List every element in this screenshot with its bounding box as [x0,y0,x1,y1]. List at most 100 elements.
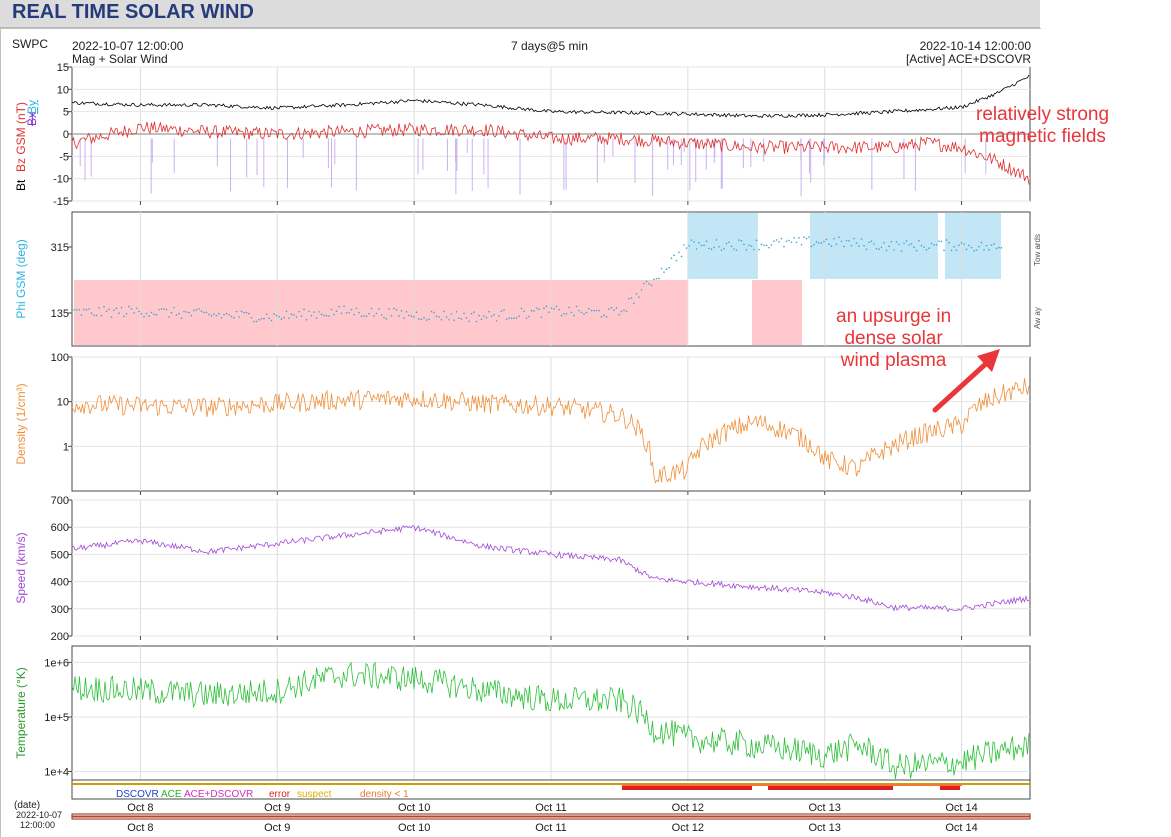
legend-ace: ACE [161,789,182,800]
phi-point [710,248,713,251]
phi-point [760,243,763,246]
legend-dscovr: DSCOVR [116,789,159,800]
phi-point [513,317,515,320]
phi-point [128,305,130,308]
phi-point [388,308,390,310]
phi-point [655,277,658,280]
phi-point [965,248,968,251]
legend-combined: ACE+DSCOVR [184,789,253,800]
phi-point [133,312,135,314]
phi-point [538,308,540,310]
phi-point [110,316,113,318]
phi-point [895,241,898,243]
annotation-arrow-shaft [932,357,993,413]
phi-point [930,242,933,245]
phi-point [690,239,693,241]
phi-away-sector-2 [810,213,938,279]
phi-point [195,308,198,311]
legend-error: error [269,789,291,800]
phi-point [933,244,935,246]
phi-point [365,315,368,318]
phi-point [598,309,600,312]
density-series-line [71,378,1030,484]
subtitle-label: Mag + Solar Wind [72,52,168,66]
phi-point [748,244,750,247]
phi-point [263,317,265,320]
annotation-plasma-line2: dense solar [844,328,943,349]
phi-point [673,254,675,257]
phi-point [783,245,785,248]
phi-point [823,240,825,243]
phi-point [258,318,260,321]
page-banner: REAL TIME SOLAR WIND [0,0,1040,28]
end-time-label: 2022-10-14 12:00:00 [919,39,1031,53]
phi-point [490,315,493,318]
phi-point [413,316,415,318]
phi-point [293,314,295,316]
phi-point [643,282,645,285]
phi-point [733,248,735,250]
phi-point [910,243,913,245]
phi-point [478,314,480,317]
phi-point [523,310,525,312]
phi-point [275,314,278,317]
xaxis-label-upper-0: Oct 8 [127,802,153,814]
phi-away-label: Aw ay [1033,307,1042,329]
phi-point [318,311,320,313]
phi-point [778,241,780,243]
phi-point [875,247,878,250]
phi-point [703,244,705,247]
phi-point [178,312,180,315]
phi-point [668,266,670,269]
mag-ylabel-bt: Bt [14,179,28,191]
phi-point [283,316,285,319]
phi-point [218,312,220,315]
panel-1-ytick-label-1: 10 [57,84,69,96]
phi-point [378,307,380,310]
phi-point [510,317,513,320]
phi-point [183,310,185,313]
phi-point [718,245,720,248]
mag-ylabel-bx: Bx [25,112,39,126]
phi-point [440,318,443,321]
phi-point [985,244,988,247]
phi-point [205,311,208,314]
phi-point [198,308,200,310]
phi-point [385,318,388,320]
phi-point [253,320,255,323]
phi-toward-sector-2 [752,280,802,345]
phi-point [560,314,563,317]
phi-point [898,243,900,246]
phi-point [920,244,923,247]
phi-point [888,245,890,248]
phi-point [633,302,635,305]
phi-point [193,309,195,312]
phi-point [373,315,375,317]
phi-point [838,236,840,239]
phi-point [370,307,373,310]
phi-point [990,244,993,246]
phi-point [323,314,325,317]
phi-point [900,250,903,252]
phi-point [170,311,173,314]
phi-point [578,309,580,312]
phi-point [313,311,315,313]
phi-point [435,315,438,318]
phi-point [713,246,715,249]
phi-point [543,307,545,309]
phi-point [488,310,490,313]
phi-point [640,289,643,291]
timeline-start-time: 12:00:00 [20,820,55,830]
spacecraft-label: [Active] ACE+DSCOVR [905,52,1031,66]
phi-point [185,311,188,313]
phi-point [453,319,455,321]
phi-point [675,259,678,262]
xaxis-label-upper-6: Oct 14 [945,802,977,814]
phi-point [343,305,345,308]
phi-point [125,312,128,315]
bz-series-line [71,121,1030,185]
phi-point [615,307,618,309]
phi-point [905,240,908,242]
phi-point [835,243,838,246]
